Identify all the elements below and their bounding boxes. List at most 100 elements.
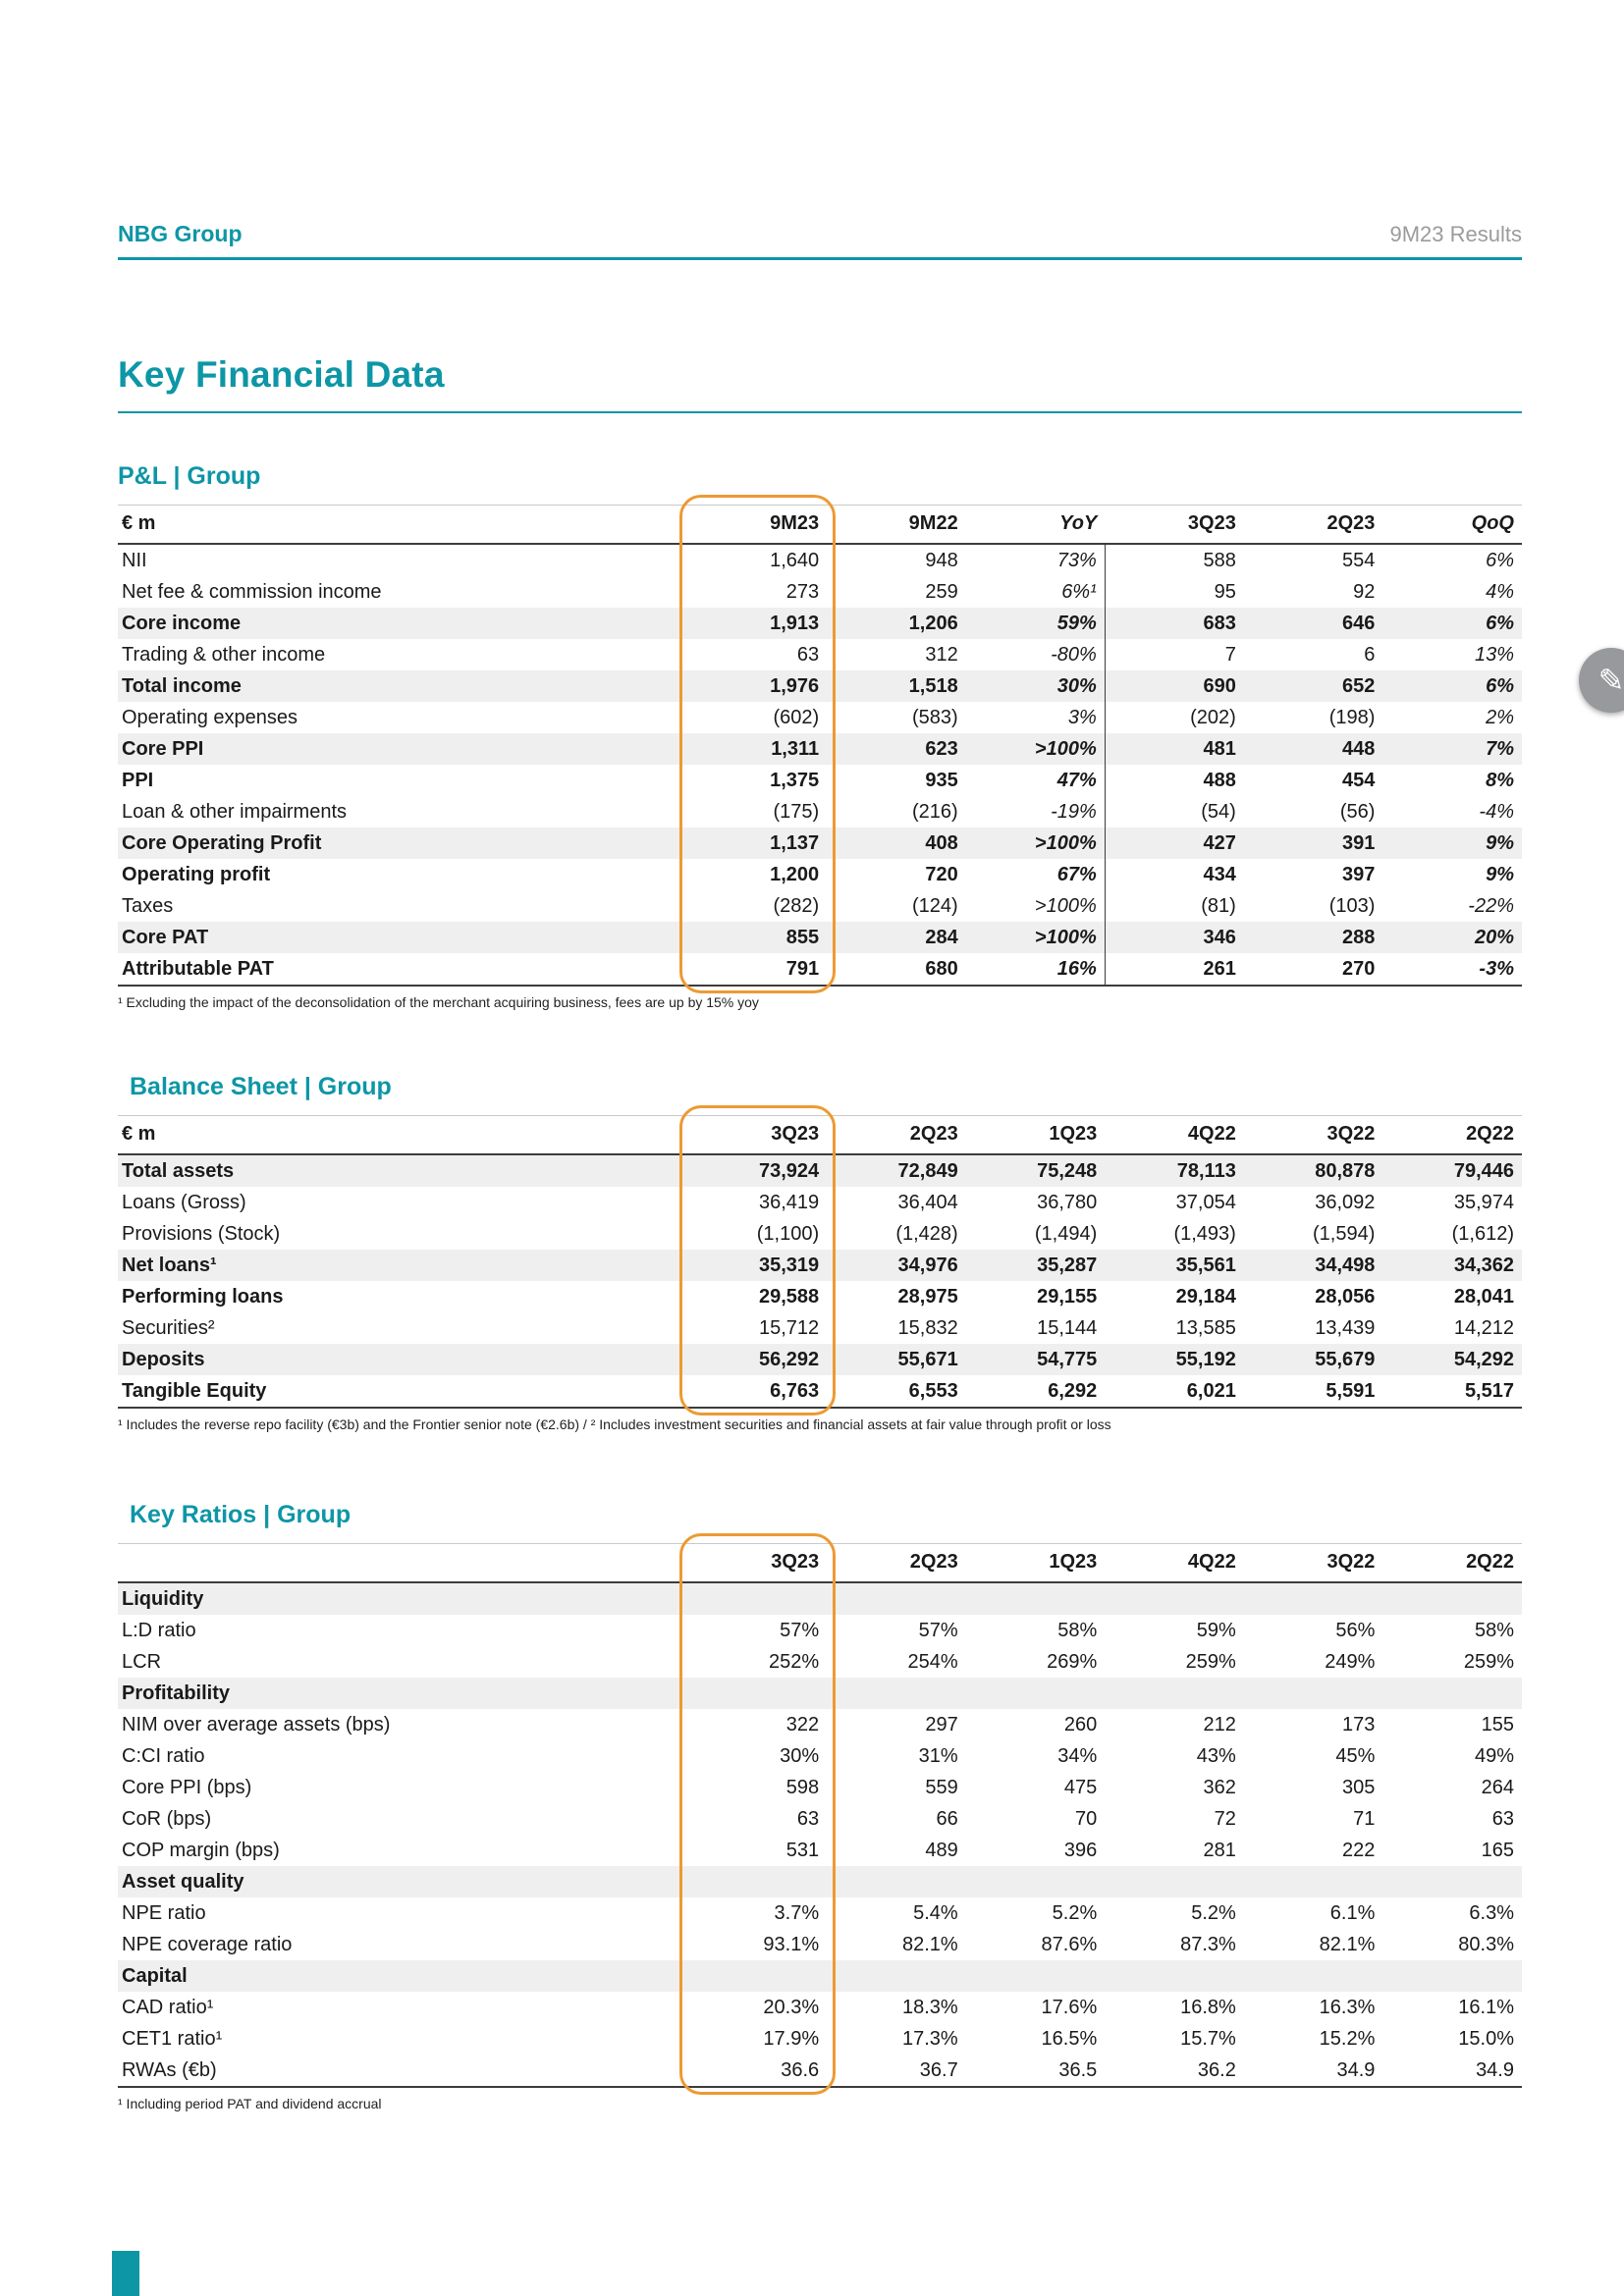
table-row: Total income 1,976 1,518 30% 690 652 6% xyxy=(118,670,1522,702)
cell: 6.3% xyxy=(1469,1901,1514,1924)
cell: 6 xyxy=(1364,643,1376,666)
cell: 63 xyxy=(796,1807,820,1830)
cell: 322 xyxy=(785,1713,820,1735)
table-row: Taxes (282) (124) >100% (81) (103) -22% xyxy=(118,890,1522,922)
cell: (198) xyxy=(1328,706,1376,728)
table-row: Core PPI (bps) 598 559 475 362 305 264 xyxy=(118,1772,1522,1803)
cell: >100% xyxy=(1034,926,1097,948)
cell: 3.7% xyxy=(774,1901,820,1924)
row-label: Net loans¹ xyxy=(122,1254,217,1276)
row-label: Core PPI (bps) xyxy=(122,1776,252,1798)
cell: -19% xyxy=(1051,800,1097,823)
cell: 652 xyxy=(1342,674,1376,697)
cell: 35,287 xyxy=(1037,1254,1098,1276)
row-label: NII xyxy=(122,549,147,571)
table-row: Securities² 15,712 15,832 15,144 13,585 13,43… xyxy=(118,1312,1522,1344)
cell: 16.5% xyxy=(1041,2027,1098,2050)
cell: 9% xyxy=(1486,863,1514,885)
cell: -4% xyxy=(1479,800,1514,823)
cell xyxy=(827,1866,966,1897)
row-label: Core PPI xyxy=(122,737,204,760)
cell: 7 xyxy=(1104,639,1244,670)
column-header-qoq: QoQ xyxy=(1382,505,1522,545)
cell: 155 xyxy=(1481,1713,1514,1735)
row-label: CET1 ratio¹ xyxy=(122,2027,223,2050)
pencil-icon: ✎ xyxy=(1597,663,1624,698)
cell: 554 xyxy=(1342,549,1376,571)
cell: (282) xyxy=(773,894,820,917)
column-header-3q23: 3Q23 xyxy=(687,1115,828,1155)
cell: 15.2% xyxy=(1319,2027,1376,2050)
cell xyxy=(966,1960,1106,1992)
cell: 67% xyxy=(1056,863,1097,885)
column-header-9m22: 9M22 xyxy=(827,505,966,545)
cell: 646 xyxy=(1342,612,1376,634)
cell xyxy=(1244,1866,1383,1897)
cell: 254% xyxy=(907,1650,958,1673)
column-header-2q22: 2Q22 xyxy=(1382,1543,1522,1583)
column-header-3q23: 3Q23 xyxy=(687,1543,828,1583)
row-label: Provisions (Stock) xyxy=(122,1222,281,1245)
cell: 488 xyxy=(1104,765,1244,796)
cell xyxy=(688,1866,828,1897)
cell: (1,428) xyxy=(895,1222,958,1245)
cell: 72,849 xyxy=(897,1159,958,1182)
cell: 5,517 xyxy=(1464,1379,1514,1402)
cell: 270 xyxy=(1342,957,1376,980)
pnl-table-wrap: € m 9M23 9M22 YoY 3Q23 2Q23 QoQ NII 1,640 948 73%… xyxy=(118,495,1522,993)
cell: 20.3% xyxy=(763,1996,820,2018)
cell: 222 xyxy=(1342,1839,1376,1861)
cell: 531 xyxy=(785,1839,820,1861)
cell: 79,446 xyxy=(1453,1159,1514,1182)
row-label: Tangible Equity xyxy=(122,1379,267,1402)
row-label: NPE ratio xyxy=(122,1901,206,1924)
column-header-1q23: 1Q23 xyxy=(965,1543,1106,1583)
cell: 28,041 xyxy=(1453,1285,1514,1308)
column-header-2q23: 2Q23 xyxy=(827,1543,966,1583)
cell: 259 xyxy=(925,580,958,603)
table-row: Core PPI 1,311 623 >100% 481 448 7% xyxy=(118,733,1522,765)
cell: 93.1% xyxy=(763,1933,820,1955)
cell: 6.1% xyxy=(1329,1901,1376,1924)
cell: 63 xyxy=(796,643,820,666)
column-header-2q23: 2Q23 xyxy=(1243,505,1383,545)
cell: 36.7 xyxy=(919,2058,958,2081)
cell: 36.5 xyxy=(1058,2058,1098,2081)
cell: 43% xyxy=(1196,1744,1236,1767)
cell: 15,144 xyxy=(1037,1316,1098,1339)
cell: 49% xyxy=(1474,1744,1514,1767)
kr-header-row: 3Q23 2Q23 1Q23 4Q22 3Q22 2Q22 xyxy=(118,1543,1522,1583)
cell: 791 xyxy=(785,957,820,980)
cell: 6% xyxy=(1486,549,1514,571)
cell: (56) xyxy=(1339,800,1376,823)
cell: 36,780 xyxy=(1037,1191,1098,1213)
bs-header-row: € m 3Q23 2Q23 1Q23 4Q22 3Q22 2Q22 xyxy=(118,1115,1522,1155)
cell: 47% xyxy=(1056,769,1097,791)
column-header-3q22: 3Q22 xyxy=(1243,1543,1383,1583)
cell: 17.6% xyxy=(1041,1996,1098,2018)
cell: 70 xyxy=(1075,1807,1098,1830)
cell: 15.7% xyxy=(1180,2027,1236,2050)
cell: 71 xyxy=(1353,1807,1376,1830)
cell: 57% xyxy=(780,1619,820,1641)
cell: 28,056 xyxy=(1315,1285,1376,1308)
cell xyxy=(966,1678,1106,1709)
cell xyxy=(1382,1678,1522,1709)
cell: 434 xyxy=(1104,859,1244,890)
edit-button[interactable]: ✎ xyxy=(1579,648,1624,713)
row-label: RWAs (€b) xyxy=(122,2058,217,2081)
cell: 720 xyxy=(925,863,958,885)
table-row: NPE ratio 3.7% 5.4% 5.2% 5.2% 6.1% 6.3% xyxy=(118,1897,1522,1929)
cell: 1,518 xyxy=(908,674,958,697)
row-label: CAD ratio¹ xyxy=(122,1996,214,2018)
table-row: PPI 1,375 935 47% 488 454 8% xyxy=(118,765,1522,796)
column-header-unit xyxy=(118,1543,688,1583)
cell xyxy=(827,1960,966,1992)
cell xyxy=(827,1678,966,1709)
cell xyxy=(688,1678,828,1709)
cell xyxy=(1244,1960,1383,1992)
pnl-footnote: ¹ Excluding the impact of the deconsolid… xyxy=(118,994,759,1010)
table-row: C:CI ratio 30% 31% 34% 43% 45% 49% xyxy=(118,1740,1522,1772)
cell: 165 xyxy=(1481,1839,1514,1861)
cell: 312 xyxy=(925,643,958,666)
